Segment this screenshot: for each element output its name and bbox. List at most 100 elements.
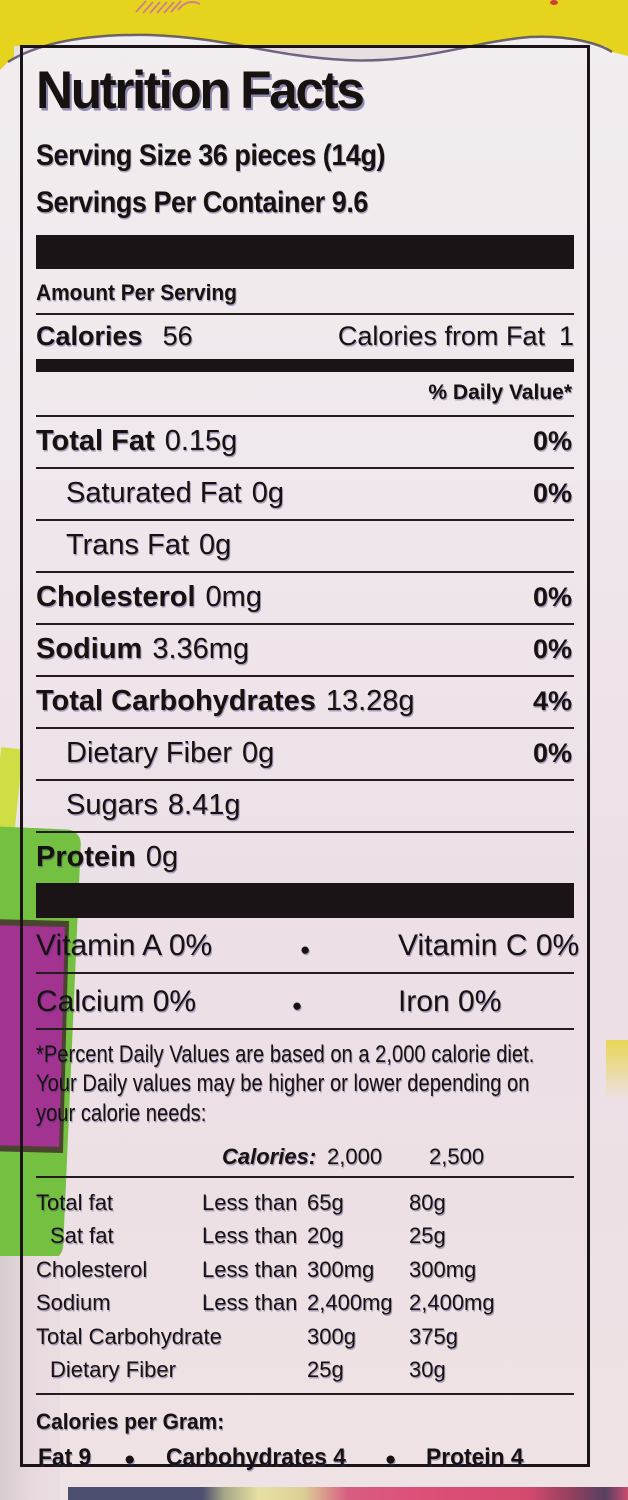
bullet-icon: ● [384, 1448, 397, 1470]
vitamin-right-label: Iron 0% [398, 985, 502, 1018]
nutrient-daily-value: 0% [532, 478, 572, 508]
vitamin-left-label: Vitamin A 0% [36, 929, 213, 962]
bag-print-speck-icon [550, 0, 558, 5]
nutrient-rows: Total Fat 0.15g 0% Saturated Fat 0g 0% T… [36, 415, 574, 883]
dv-row-name: Total Carbohydrate [36, 1323, 222, 1349]
vitamin-left-label: Calcium 0% [36, 985, 197, 1018]
dv-row-qualifier: Less than [202, 1290, 298, 1316]
nutrient-amount: 0g [251, 477, 284, 509]
nutrient-row: Total Fat 0.15g 0% [36, 415, 574, 467]
calories-per-gram-row: Fat 9 ● Carbohydrates 4 ● Protein 4 [38, 1444, 574, 1472]
nutrient-daily-value: 0% [532, 634, 572, 664]
dv-row-qualifier [202, 1320, 307, 1354]
vitamin-rows: Vitamin A 0% ● Vitamin C 0% Calcium 0% ●… [36, 918, 580, 1030]
nutrient-name: Protein [36, 841, 136, 873]
nutrient-row: Sodium 3.36mg 0% [36, 623, 574, 675]
nutrient-daily-value: 0% [532, 582, 572, 612]
bag-print-decor-icon [135, 0, 201, 14]
nutrient-amount: 3.36mg [152, 633, 250, 665]
nutrient-amount: 8.41g [167, 789, 241, 821]
servings-per-container-line: Servings Per Container 9.6 [36, 186, 368, 219]
nutrient-name: Cholesterol [36, 581, 196, 613]
footnote-line: your calorie needs: [36, 1099, 207, 1127]
thick-separator-bar-2 [36, 883, 574, 918]
dv-table-top-rule [36, 1175, 574, 1178]
serving-size-line: Serving Size 36 pieces (14g) [36, 139, 386, 172]
dv-row-value-2500: 300mg [409, 1256, 477, 1282]
nutrient-row: Protein 0g [36, 831, 574, 883]
footnote-line: *Percent Daily Values are based on a 2,0… [36, 1041, 535, 1068]
dv-row-value-2000: 300mg [307, 1256, 375, 1282]
dv-row-value-2500: 30g [409, 1357, 446, 1383]
dv-table-row: Sodium Less than 2,400mg 2,400mg [36, 1286, 574, 1320]
cpg-fat: Fat 9 [38, 1443, 92, 1471]
dv-table-row: Sat fat Less than 20g 25g [36, 1219, 574, 1253]
vitamin-row: Vitamin A 0% ● Vitamin C 0% [36, 918, 580, 974]
nutrient-name: Sugars [66, 789, 158, 821]
dv-row-name: Dietary Fiber [50, 1357, 176, 1383]
dv-row-value-2000: 20g [307, 1223, 344, 1249]
dv-row-name: Cholesterol [36, 1256, 148, 1282]
dv-table-row: Total fat Less than 65g 80g [36, 1186, 574, 1220]
nutrient-name: Total Carbohydrates [36, 685, 316, 717]
nutrient-row: Total Carbohydrates 13.28g 4% [36, 675, 574, 727]
dv-row-value-2000: 65g [307, 1189, 344, 1215]
medium-separator-bar [36, 359, 574, 372]
nutrient-name: Trans Fat [66, 529, 190, 561]
calories-from-fat: Calories from Fat 1 [338, 321, 574, 352]
footnote-line: Your Daily values may be higher or lower… [36, 1070, 530, 1098]
calories-from-fat-value: 1 [558, 321, 574, 351]
bottom-print-strip [68, 1487, 628, 1500]
dv-row-qualifier: Less than [202, 1223, 298, 1249]
bullet-icon: ● [299, 940, 311, 959]
dv-table-bottom-rule [36, 1392, 574, 1395]
nutrition-facts-panel: Nutrition Facts Serving Size 36 pieces (… [20, 45, 590, 1471]
dv-table-row: Dietary Fiber 25g 30g [36, 1353, 574, 1387]
dv-table-rows: Total fat Less than 65g 80g Sat fat Less… [36, 1186, 574, 1387]
nutrient-amount: 0.15g [164, 425, 238, 457]
nutrient-row: Saturated Fat 0g 0% [36, 467, 574, 519]
dv-row-value-2000: 300g [307, 1323, 356, 1349]
daily-value-heading: % Daily Value* [428, 381, 572, 404]
dv-row-qualifier: Less than [202, 1189, 298, 1215]
calories-label: Calories [36, 321, 143, 351]
dv-row-value-2500: 80g [409, 1189, 446, 1215]
vitamin-right-label: Vitamin C 0% [398, 929, 580, 962]
dv-header-calories: Calories: [222, 1143, 317, 1169]
calories-per-gram-heading: Calories per Gram: [36, 1408, 225, 1434]
dv-header-2500: 2,500 [429, 1143, 485, 1169]
dv-row-name: Sat fat [50, 1223, 114, 1249]
nutrient-row: Cholesterol 0mg 0% [36, 571, 574, 623]
label-title: Nutrition Facts [36, 61, 365, 120]
calories-row: Calories 56 Calories from Fat 1 [36, 313, 574, 352]
dv-row-value-2000: 2,400mg [307, 1290, 393, 1316]
dv-row-value-2000: 25g [307, 1357, 344, 1383]
nutrient-name: Total Fat [36, 425, 155, 457]
vitamin-row: Calcium 0% ● Iron 0% [36, 974, 574, 1030]
dv-row-value-2500: 2,400mg [409, 1290, 495, 1316]
nutrient-amount: 0mg [205, 581, 262, 613]
daily-value-reference-table: Calories: 2,000 2,500 Total fat Less tha… [36, 1144, 574, 1395]
dv-row-name: Total fat [36, 1189, 114, 1215]
dv-row-value-2500: 25g [409, 1223, 446, 1249]
dv-table-row: Total Carbohydrate 300g 375g [36, 1320, 574, 1354]
footnote-text: *Percent Daily Values are based on a 2,0… [36, 1040, 574, 1128]
nutrient-amount: 0g [145, 841, 179, 873]
nutrient-name: Saturated Fat [66, 477, 242, 509]
cpg-carbohydrates: Carbohydrates 4 [165, 1443, 346, 1471]
nutrient-daily-value: 0% [532, 426, 572, 456]
cpg-protein: Protein 4 [426, 1443, 524, 1471]
bag-crease-line [7, 33, 613, 64]
nutrient-amount: 0g [199, 529, 232, 561]
nutrient-name: Dietary Fiber [66, 737, 232, 769]
dv-row-name: Sodium [36, 1290, 111, 1316]
dv-row-qualifier [202, 1353, 307, 1387]
bullet-icon: ● [124, 1448, 136, 1470]
dv-header-2000: 2,000 [327, 1143, 383, 1169]
nutrient-daily-value: 0% [532, 738, 572, 768]
nutrient-daily-value: 4% [532, 686, 572, 716]
bullet-icon: ● [291, 996, 303, 1015]
thick-separator-bar [36, 235, 574, 269]
dv-row-value-2500: 375g [409, 1323, 458, 1349]
